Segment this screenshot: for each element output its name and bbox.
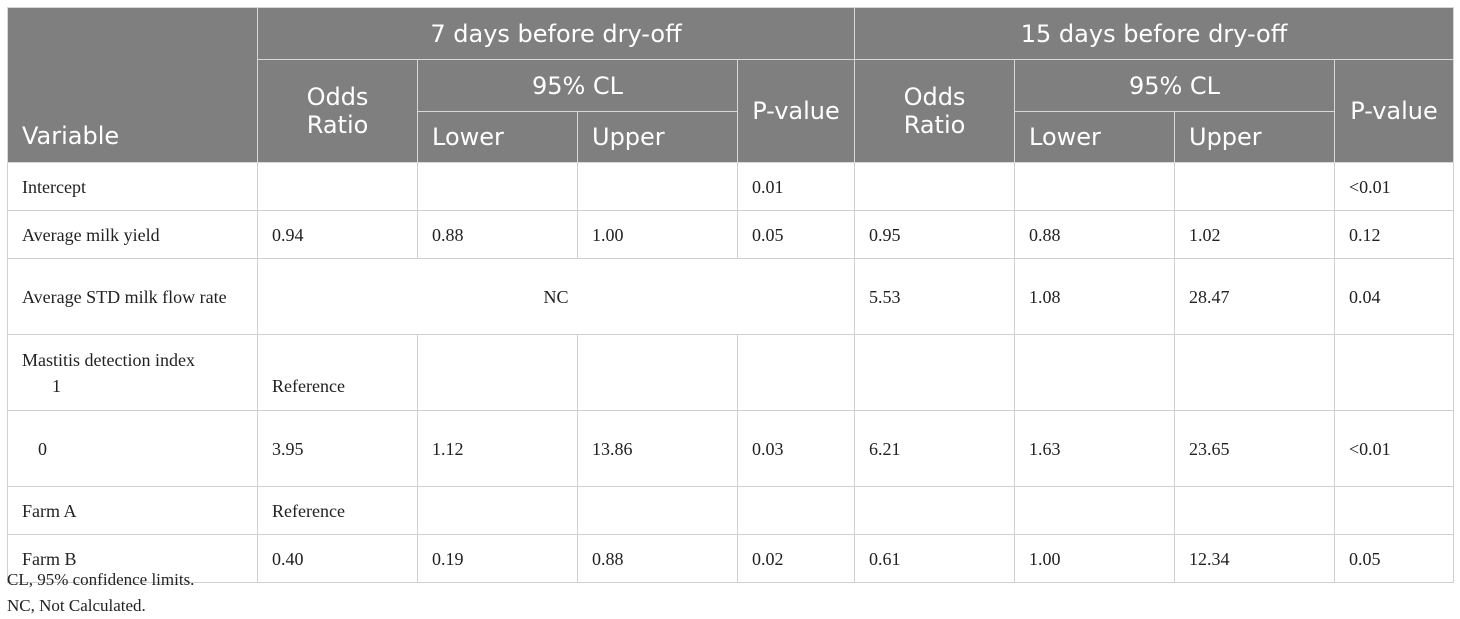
cell-upper-15: 28.47 (1174, 258, 1335, 335)
header-p-value-15: P-value (1333, 59, 1455, 163)
cell-lower-15 (1014, 486, 1175, 535)
cell-upper-7: 13.86 (577, 410, 738, 487)
row-label-group: Mastitis detection index 1 (7, 334, 258, 411)
cell-p-value-15: 0.12 (1333, 210, 1455, 259)
cell-p-value-15 (1333, 334, 1455, 411)
cell-p-value-7: 0.02 (737, 534, 855, 583)
cell-odds-ratio-15: 0.61 (854, 534, 1015, 583)
cell-p-value-7: 0.01 (737, 162, 855, 211)
table-row: 0 3.95 1.12 13.86 0.03 6.21 1.63 23.65 <… (7, 410, 1455, 487)
cell-upper-15 (1174, 334, 1335, 411)
cell-lower-7: 0.19 (417, 534, 578, 583)
cell-odds-ratio-15: 6.21 (854, 410, 1015, 487)
table-footnotes: CL, 95% confidence limits. NC, Not Calcu… (7, 567, 194, 619)
cell-odds-ratio-15: 0.95 (854, 210, 1015, 259)
table-row: Farm A Reference (7, 486, 1455, 535)
cell-odds-ratio-7: Reference (257, 486, 418, 535)
cell-upper-7: 1.00 (577, 210, 738, 259)
cell-not-calculated: NC (257, 258, 855, 335)
header-group-15-days: 15 days before dry-off (853, 7, 1455, 60)
cell-odds-ratio-7: Reference (257, 334, 418, 411)
cell-lower-15 (1014, 334, 1175, 411)
cell-lower-15: 1.08 (1014, 258, 1175, 335)
table-row: Average milk yield 0.94 0.88 1.00 0.05 0… (7, 210, 1455, 259)
cell-upper-7 (577, 334, 738, 411)
cell-p-value-15: 0.04 (1333, 258, 1455, 335)
row-label: Average STD milk flow rate (7, 258, 258, 335)
cell-upper-15: 12.34 (1174, 534, 1335, 583)
header-upper-7: Upper (577, 111, 738, 163)
row-label: Farm B (7, 534, 258, 583)
header-lower-7: Lower (417, 111, 578, 163)
header-p-value-7: P-value (737, 59, 855, 163)
cell-lower-15 (1014, 162, 1175, 211)
row-label: Farm A (7, 486, 258, 535)
cell-lower-15: 0.88 (1014, 210, 1175, 259)
row-label: Mastitis detection index (22, 349, 195, 370)
cell-p-value-7: 0.03 (737, 410, 855, 487)
results-table-container: Variable 7 days before dry-off 15 days b… (7, 7, 1455, 583)
cell-lower-7 (417, 334, 578, 411)
cell-upper-15 (1174, 486, 1335, 535)
cell-odds-ratio-15 (854, 334, 1015, 411)
odds-ratio-table: Variable 7 days before dry-off 15 days b… (7, 7, 1455, 583)
cell-odds-ratio-7: 0.40 (257, 534, 418, 583)
cell-odds-ratio-15 (854, 162, 1015, 211)
cell-odds-ratio-7: 0.94 (257, 210, 418, 259)
cell-p-value-7 (737, 486, 855, 535)
cell-upper-7 (577, 486, 738, 535)
cell-lower-7 (417, 162, 578, 211)
row-label: Average milk yield (7, 210, 258, 259)
table-body: Intercept 0.01 <0.01 Average milk yield … (7, 162, 1455, 583)
footnote-nc: NC, Not Calculated. (7, 596, 146, 615)
table-row: Farm B 0.40 0.19 0.88 0.02 0.61 1.00 12.… (7, 534, 1455, 583)
table-row: Average STD milk flow rate NC 5.53 1.08 … (7, 258, 1455, 335)
cell-lower-7: 1.12 (417, 410, 578, 487)
row-label: Intercept (7, 162, 258, 211)
cell-lower-15: 1.63 (1014, 410, 1175, 487)
cell-lower-7: 0.88 (417, 210, 578, 259)
reference-label: Reference (272, 375, 345, 396)
cell-lower-7 (417, 486, 578, 535)
cell-upper-15 (1174, 162, 1335, 211)
table-header: Variable 7 days before dry-off 15 days b… (7, 7, 1455, 163)
row-sublabel: 1 (52, 375, 61, 396)
cell-upper-7 (577, 162, 738, 211)
table-row: Intercept 0.01 <0.01 (7, 162, 1455, 211)
cell-p-value-7 (737, 334, 855, 411)
header-odds-ratio-15: Odds Ratio (854, 59, 1015, 163)
cell-upper-7: 0.88 (577, 534, 738, 583)
cell-p-value-7: 0.05 (737, 210, 855, 259)
header-ci-7: 95% CL (417, 59, 738, 112)
row-sublabel: 0 (7, 410, 258, 487)
cell-p-value-15: <0.01 (1333, 162, 1455, 211)
header-upper-15: Upper (1174, 111, 1335, 163)
footnote-cl: CL, 95% confidence limits. (7, 570, 195, 589)
cell-odds-ratio-15 (854, 486, 1015, 535)
header-group-7-days: 7 days before dry-off (257, 7, 855, 60)
header-variable: Variable (7, 7, 258, 163)
cell-p-value-15 (1333, 486, 1455, 535)
cell-p-value-15: 0.05 (1333, 534, 1455, 583)
cell-odds-ratio-15: 5.53 (854, 258, 1015, 335)
table-row: Mastitis detection index 1 Reference (7, 334, 1455, 411)
cell-upper-15: 23.65 (1174, 410, 1335, 487)
header-odds-ratio-7: Odds Ratio (257, 59, 418, 163)
header-lower-15: Lower (1014, 111, 1175, 163)
cell-odds-ratio-7: 3.95 (257, 410, 418, 487)
cell-odds-ratio-7 (257, 162, 418, 211)
cell-lower-15: 1.00 (1014, 534, 1175, 583)
cell-upper-15: 1.02 (1174, 210, 1335, 259)
header-ci-15: 95% CL (1014, 59, 1335, 112)
cell-p-value-15: <0.01 (1333, 410, 1455, 487)
